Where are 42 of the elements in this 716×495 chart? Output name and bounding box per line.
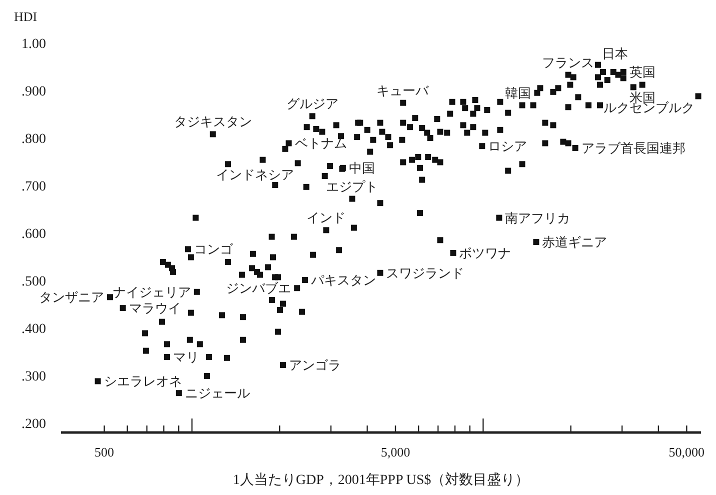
annotation: ナイジェリア xyxy=(112,284,191,300)
annotation: コンゴ xyxy=(194,242,234,257)
annotation: 南アフリカ xyxy=(505,210,570,226)
annotation: マリ xyxy=(173,349,200,364)
x-tick-label: 50,000 xyxy=(668,444,705,460)
x-tick-label: 500 xyxy=(94,444,114,460)
y-tick-label: .800 xyxy=(22,132,46,147)
annotation: アラブ首長国連邦 xyxy=(581,140,686,156)
annotation: 英国 xyxy=(629,64,656,80)
y-tick-label: .400 xyxy=(22,322,46,337)
annotation: ニジェール xyxy=(184,386,250,401)
y-tick-label: 1.00 xyxy=(22,37,46,52)
y-tick-label: .500 xyxy=(22,274,46,290)
annotation: キューバ xyxy=(376,82,430,98)
y-tick-label: .300 xyxy=(22,370,46,384)
annotation: 赤道ギニア xyxy=(542,234,608,250)
x-axis-title: 1人当たりGDP，2001年PPP US$（対数目盛り） xyxy=(232,472,530,488)
annotation: ロシア xyxy=(488,138,528,154)
annotation: パキスタン xyxy=(310,272,376,288)
annotation: グルジア xyxy=(286,96,338,112)
annotation: ジンバブエ xyxy=(226,280,292,296)
annotation: インドネシア xyxy=(216,167,294,182)
annotation: ボツワナ xyxy=(459,245,512,260)
annotation: アンゴラ xyxy=(288,358,341,373)
annotation: ベトナム xyxy=(294,136,347,151)
annotation: マラウイ xyxy=(128,300,181,316)
annotation: 中国 xyxy=(348,160,375,176)
annotation: エジプト xyxy=(326,178,378,194)
y-axis-title: HDI xyxy=(14,9,38,24)
annotation: インド xyxy=(306,210,346,226)
annotation: 韓国 xyxy=(505,85,532,100)
y-tick-label: .200 xyxy=(22,417,46,432)
annotation: タンザニア xyxy=(39,290,104,305)
annotation: スワジランド xyxy=(386,265,464,280)
annotation: タジキスタン xyxy=(174,114,252,130)
annotation: 日本 xyxy=(602,46,628,61)
y-tick-label: .900 xyxy=(22,84,46,100)
annotation: フランス xyxy=(542,54,594,70)
annotation: シエラレオネ xyxy=(104,374,182,389)
x-tick-label: 5,000 xyxy=(380,444,410,460)
y-tick-label: .600 xyxy=(22,227,46,242)
y-tick-label: .700 xyxy=(22,180,46,194)
